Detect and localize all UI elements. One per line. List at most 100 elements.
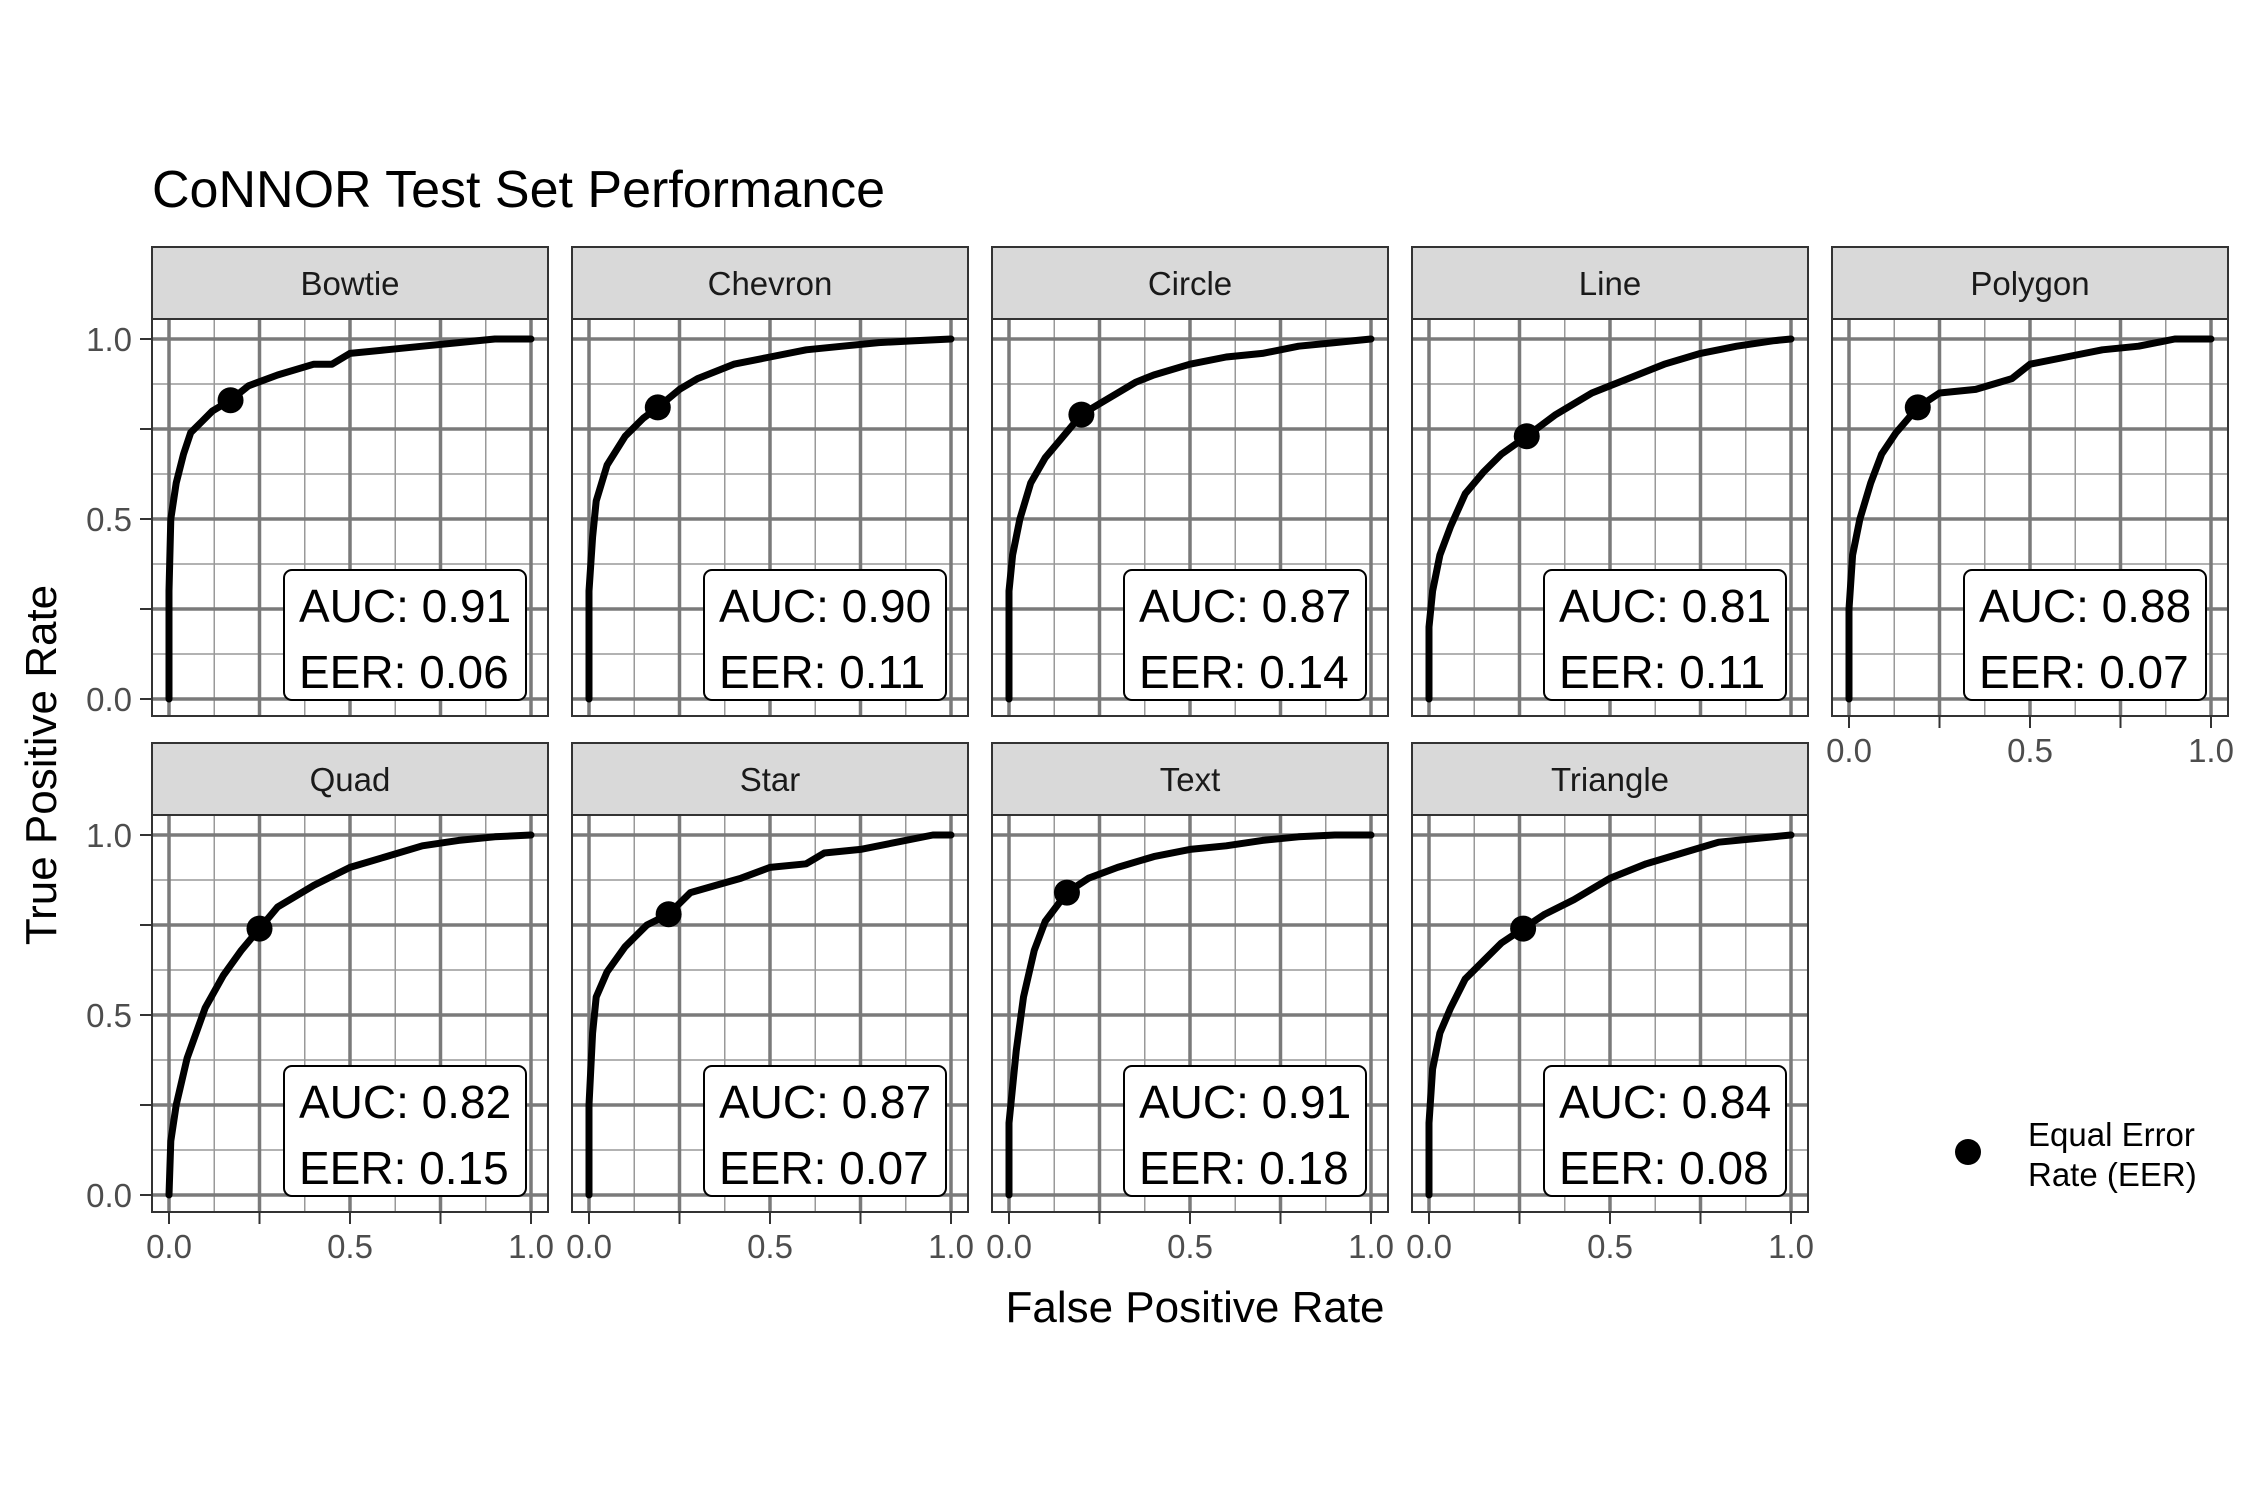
eer-point-line [1513, 423, 1540, 450]
auc-label-star: AUC: 0.87 [719, 1076, 931, 1128]
x-tick-label: 1.0 [2188, 732, 2234, 769]
y-axis-title: True Positive Rate [17, 585, 66, 945]
strip-star [571, 742, 969, 816]
legend: Equal Error Rate (EER) [1955, 1116, 2204, 1193]
metric-box-polygon [1963, 569, 2207, 701]
panel-polygon: Polygon AUC: 0.88 EER: 0.07 0.0 0.5 1.0 [1826, 246, 2234, 769]
panel-chevron: Chevron AUC: 0.90 EER: 0.11 [571, 246, 969, 717]
legend-label-line-1: Equal Error [2028, 1116, 2195, 1153]
y-tick-label: 0.0 [86, 681, 132, 718]
y-tick-label: 0.5 [86, 501, 132, 538]
strip-label-text: Text [1160, 761, 1221, 798]
eer-label-text: EER: 0.18 [1139, 1142, 1349, 1194]
y-tick-label: 1.0 [86, 321, 132, 358]
strip-quad [151, 742, 549, 816]
roc-curve-quad [165, 831, 535, 1199]
strip-triangle [1411, 742, 1809, 816]
metric-box-bowtie [283, 569, 527, 701]
x-tick-label: 0.0 [566, 1228, 612, 1265]
strip-label-bowtie: Bowtie [300, 265, 399, 302]
x-tick-label: 0.5 [747, 1228, 793, 1265]
x-tick-label: 0.0 [986, 1228, 1032, 1265]
auc-label-circle: AUC: 0.87 [1139, 580, 1351, 632]
facet-panels: Bowtie AUC: 0.91 EER: 0.06 0.0 0.5 1.0 Chevron… [86, 246, 2234, 1265]
panel-quad: Quad AUC: 0.82 EER: 0.15 0.0 0.5 1.0 0.0 0.5 1.0 [86, 742, 554, 1265]
x-tick-label: 1.0 [1768, 1228, 1814, 1265]
panel-circle: Circle AUC: 0.87 EER: 0.14 [991, 246, 1389, 717]
panel-triangle: Triangle AUC: 0.84 EER: 0.08 0.0 0.5 1.0 [1406, 742, 1814, 1265]
metric-box-triangle [1543, 1065, 1787, 1197]
eer-label-polygon: EER: 0.07 [1979, 646, 2189, 698]
metric-box-chevron [703, 569, 947, 701]
eer-point-circle [1068, 401, 1095, 428]
eer-label-triangle: EER: 0.08 [1559, 1142, 1769, 1194]
panel-border-bowtie [151, 318, 549, 717]
x-tick-label: 0.0 [1826, 732, 1872, 769]
eer-label-quad: EER: 0.15 [299, 1142, 509, 1194]
x-axis-title: False Positive Rate [1005, 1283, 1384, 1332]
eer-label-line: EER: 0.11 [1559, 646, 1765, 698]
metric-box-text [1123, 1065, 1367, 1197]
auc-label-quad: AUC: 0.82 [299, 1076, 511, 1128]
roc-curve-polygon [1845, 335, 2215, 703]
legend-eer-marker [1955, 1139, 1981, 1165]
legend-label: Equal Error Rate (EER) [2028, 1116, 2204, 1193]
eer-label-chevron: EER: 0.11 [719, 646, 925, 698]
panel-bowtie: Bowtie AUC: 0.91 EER: 0.06 0.0 0.5 1.0 [86, 246, 549, 718]
strip-label-chevron: Chevron [708, 265, 833, 302]
strip-bowtie [151, 246, 549, 320]
panel-text: Text AUC: 0.91 EER: 0.18 0.0 0.5 1.0 [986, 742, 1394, 1265]
metric-box-line [1543, 569, 1787, 701]
x-tick-label: 1.0 [1348, 1228, 1394, 1265]
eer-label-bowtie: EER: 0.06 [299, 646, 509, 698]
strip-text [991, 742, 1389, 816]
x-tick-label: 0.0 [146, 1228, 192, 1265]
x-tick-label: 0.5 [2007, 732, 2053, 769]
panel-border-line [1411, 318, 1809, 717]
eer-point-polygon [1904, 394, 1931, 421]
roc-curve-text [1005, 831, 1375, 1199]
roc-curve-star [585, 831, 955, 1199]
x-tick-label: 0.5 [1587, 1228, 1633, 1265]
auc-label-line: AUC: 0.81 [1559, 580, 1771, 632]
auc-label-text: AUC: 0.91 [1139, 1076, 1351, 1128]
strip-label-line: Line [1579, 265, 1641, 302]
strip-label-quad: Quad [310, 761, 391, 798]
eer-point-text [1053, 879, 1080, 906]
eer-point-bowtie [217, 387, 244, 414]
roc-curve-bowtie [165, 335, 535, 703]
y-tick-label: 0.5 [86, 997, 132, 1034]
roc-curve-circle [1005, 335, 1375, 703]
auc-label-bowtie: AUC: 0.91 [299, 580, 511, 632]
eer-point-star [655, 901, 682, 928]
x-tick-label: 0.5 [1167, 1228, 1213, 1265]
chart-title: CoNNOR Test Set Performance [152, 161, 885, 219]
y-tick-label: 0.0 [86, 1177, 132, 1214]
panel-star: Star AUC: 0.87 EER: 0.07 0.0 0.5 1.0 [566, 742, 974, 1265]
auc-label-triangle: AUC: 0.84 [1559, 1076, 1771, 1128]
auc-label-polygon: AUC: 0.88 [1979, 580, 2191, 632]
strip-chevron [571, 246, 969, 320]
eer-point-chevron [644, 394, 671, 421]
panel-border-chevron [571, 318, 969, 717]
strip-label-polygon: Polygon [1970, 265, 2089, 302]
panel-line: Line AUC: 0.81 EER: 0.11 [1411, 246, 1809, 717]
strip-label-circle: Circle [1148, 265, 1232, 302]
x-tick-label: 0.5 [327, 1228, 373, 1265]
panel-border-circle [991, 318, 1389, 717]
eer-point-quad [246, 915, 273, 942]
eer-label-star: EER: 0.07 [719, 1142, 929, 1194]
auc-label-chevron: AUC: 0.90 [719, 580, 931, 632]
strip-label-triangle: Triangle [1551, 761, 1669, 798]
strip-circle [991, 246, 1389, 320]
eer-point-triangle [1510, 915, 1537, 942]
x-tick-label: 0.0 [1406, 1228, 1452, 1265]
x-tick-label: 1.0 [508, 1228, 554, 1265]
metric-box-star [703, 1065, 947, 1197]
eer-label-circle: EER: 0.14 [1139, 646, 1349, 698]
metric-box-circle [1123, 569, 1367, 701]
y-tick-label: 1.0 [86, 817, 132, 854]
x-tick-label: 1.0 [928, 1228, 974, 1265]
legend-label-line-2: Rate (EER) [2028, 1156, 2197, 1193]
